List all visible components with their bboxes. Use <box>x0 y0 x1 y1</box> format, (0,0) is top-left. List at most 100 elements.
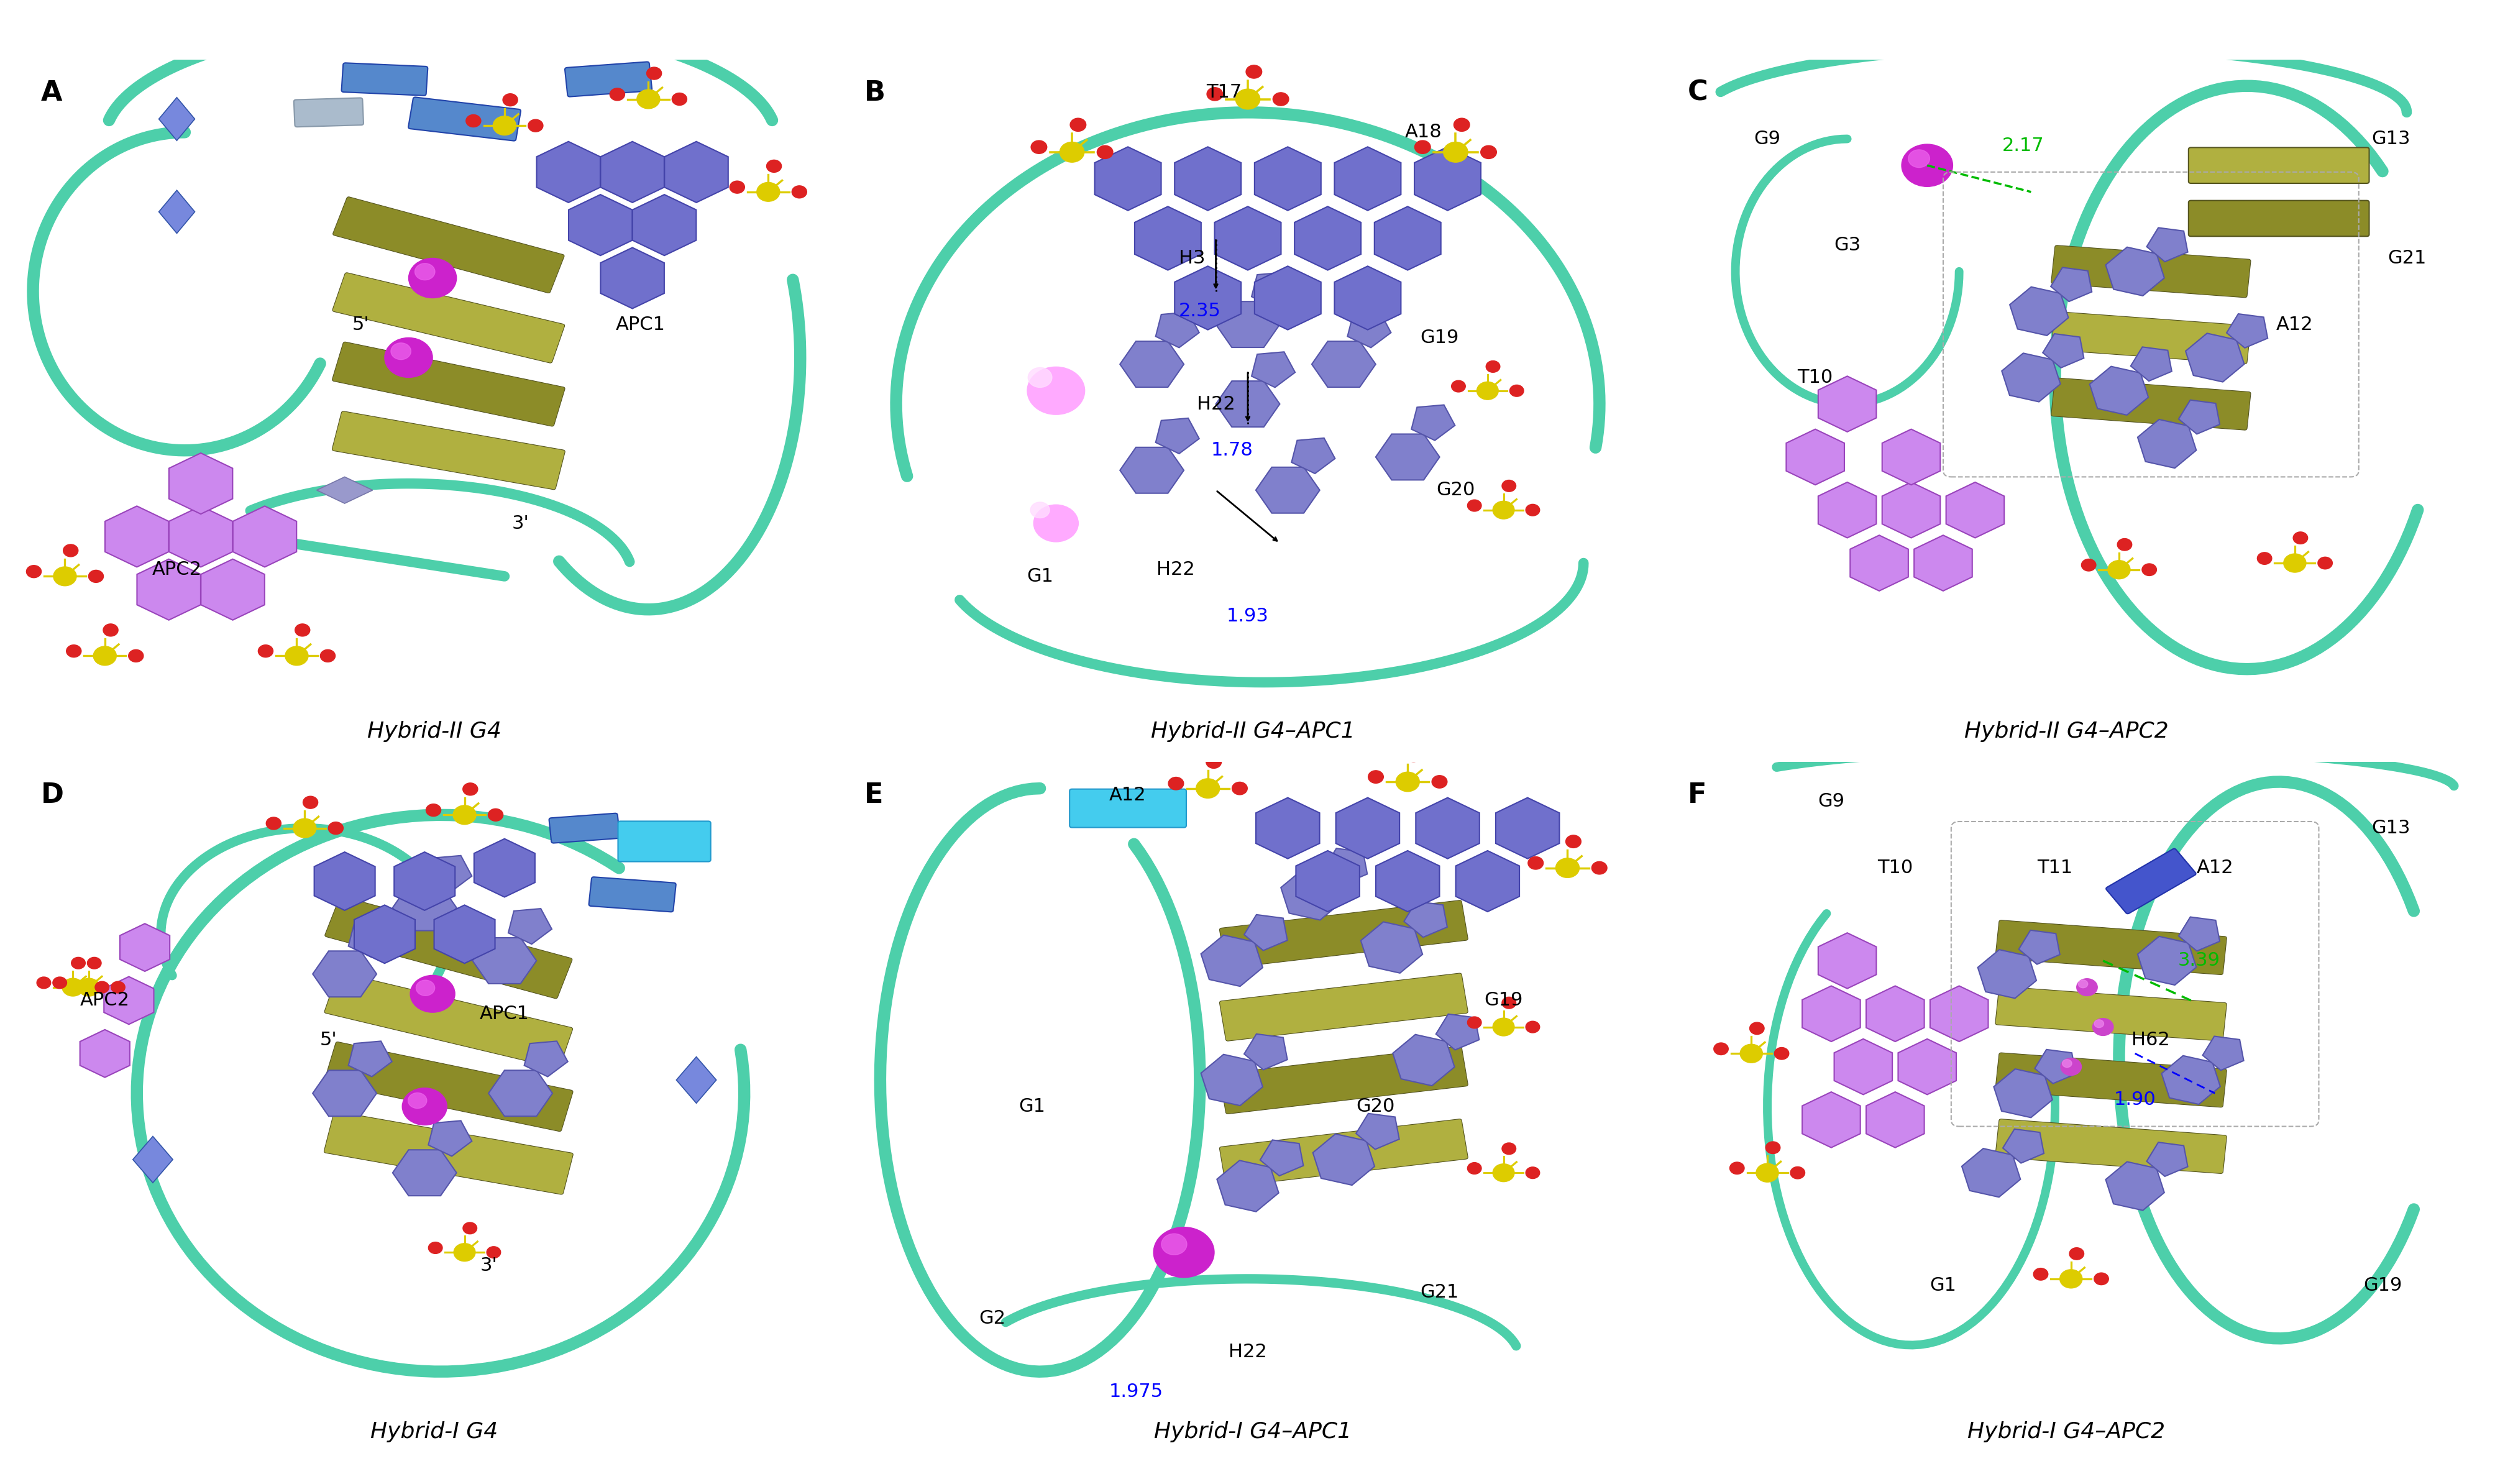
Polygon shape <box>2146 1143 2188 1177</box>
Polygon shape <box>80 1030 130 1077</box>
Circle shape <box>1714 1043 1729 1055</box>
FancyBboxPatch shape <box>2106 849 2196 914</box>
Polygon shape <box>232 506 297 567</box>
Polygon shape <box>429 1120 472 1156</box>
Circle shape <box>2318 556 2333 568</box>
Polygon shape <box>1801 1092 1859 1147</box>
Polygon shape <box>1120 341 1183 387</box>
Polygon shape <box>1375 206 1440 270</box>
Polygon shape <box>2088 367 2148 416</box>
Circle shape <box>1502 1143 1514 1155</box>
Text: Hybrid-II G4–APC1: Hybrid-II G4–APC1 <box>1150 721 1355 742</box>
Circle shape <box>384 338 432 377</box>
Circle shape <box>302 797 317 809</box>
Circle shape <box>462 784 477 795</box>
Text: Hybrid-I G4: Hybrid-I G4 <box>369 1422 499 1442</box>
Polygon shape <box>1415 147 1480 211</box>
Circle shape <box>2116 539 2131 551</box>
Text: H22: H22 <box>1228 1343 1267 1361</box>
Text: H22: H22 <box>1198 395 1235 413</box>
Polygon shape <box>1245 1034 1287 1070</box>
Polygon shape <box>349 1042 392 1077</box>
Circle shape <box>1554 858 1579 877</box>
Circle shape <box>409 975 454 1012</box>
Polygon shape <box>1215 301 1280 347</box>
Text: F: F <box>1687 782 1707 809</box>
Polygon shape <box>1095 147 1160 211</box>
Circle shape <box>1455 119 1470 132</box>
Circle shape <box>95 981 110 993</box>
Circle shape <box>1485 361 1499 372</box>
Text: Hybrid-II G4–APC2: Hybrid-II G4–APC2 <box>1964 721 2168 742</box>
Circle shape <box>392 343 412 359</box>
Text: 3.39: 3.39 <box>2178 951 2221 969</box>
Circle shape <box>454 1244 474 1261</box>
Polygon shape <box>1415 798 1480 859</box>
Circle shape <box>2093 1018 2113 1036</box>
Polygon shape <box>394 852 454 910</box>
Circle shape <box>2141 564 2156 576</box>
FancyBboxPatch shape <box>564 62 651 96</box>
Text: 1.78: 1.78 <box>1210 441 1252 460</box>
Circle shape <box>1524 1021 1539 1033</box>
Polygon shape <box>474 838 534 898</box>
Polygon shape <box>2033 1049 2076 1083</box>
Circle shape <box>1452 380 1465 392</box>
Circle shape <box>2283 554 2305 573</box>
Text: Hybrid-I G4–APC1: Hybrid-I G4–APC1 <box>1153 1422 1352 1442</box>
Circle shape <box>489 809 504 821</box>
Polygon shape <box>105 506 170 567</box>
Text: 1.93: 1.93 <box>1228 607 1267 625</box>
Polygon shape <box>1335 266 1400 329</box>
Polygon shape <box>1175 147 1240 211</box>
Circle shape <box>1028 368 1053 387</box>
Polygon shape <box>1455 850 1519 911</box>
Text: G21: G21 <box>2388 249 2425 267</box>
Circle shape <box>2093 1273 2108 1285</box>
Text: T10: T10 <box>1876 859 1914 877</box>
Circle shape <box>77 978 100 996</box>
Text: T17: T17 <box>1205 83 1243 101</box>
Text: 1.975: 1.975 <box>1108 1383 1163 1401</box>
Polygon shape <box>1120 447 1183 493</box>
Circle shape <box>1160 1233 1188 1255</box>
Text: 3': 3' <box>479 1257 497 1275</box>
Text: 5': 5' <box>352 316 369 334</box>
Circle shape <box>2081 559 2096 571</box>
Circle shape <box>62 978 85 996</box>
Polygon shape <box>1295 850 1360 911</box>
Polygon shape <box>1849 536 1909 591</box>
Circle shape <box>529 119 544 132</box>
Polygon shape <box>2186 334 2243 381</box>
Circle shape <box>1432 776 1447 788</box>
FancyBboxPatch shape <box>332 341 564 426</box>
Text: APC2: APC2 <box>152 561 202 579</box>
Circle shape <box>1564 835 1582 847</box>
Polygon shape <box>631 194 696 255</box>
FancyBboxPatch shape <box>2051 378 2250 430</box>
Polygon shape <box>1392 1034 1455 1086</box>
Polygon shape <box>664 141 729 202</box>
Circle shape <box>1272 92 1287 105</box>
Text: A12: A12 <box>2275 316 2313 334</box>
Polygon shape <box>1255 147 1320 211</box>
Polygon shape <box>1801 985 1859 1042</box>
Polygon shape <box>1819 933 1876 988</box>
Circle shape <box>429 1242 442 1254</box>
Polygon shape <box>1175 266 1240 329</box>
Circle shape <box>501 93 516 105</box>
Text: G9: G9 <box>1816 792 1844 810</box>
Circle shape <box>1527 856 1542 870</box>
Text: H62: H62 <box>2131 1031 2171 1049</box>
Polygon shape <box>170 506 232 567</box>
Polygon shape <box>392 884 457 930</box>
Circle shape <box>414 263 434 280</box>
Circle shape <box>1909 150 1929 168</box>
Polygon shape <box>1255 467 1320 513</box>
Circle shape <box>2293 531 2308 545</box>
Polygon shape <box>429 856 472 890</box>
Polygon shape <box>2106 1162 2163 1211</box>
Polygon shape <box>434 905 494 963</box>
Polygon shape <box>1215 381 1280 427</box>
Text: 3': 3' <box>511 515 529 533</box>
